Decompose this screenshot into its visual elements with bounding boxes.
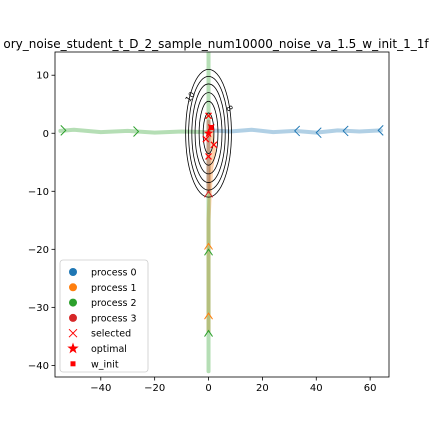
plot-area: 108	[58, 52, 384, 374]
contour-line-4	[188, 75, 229, 191]
series-trail-3	[58, 127, 211, 135]
selected-marker-0	[205, 112, 212, 120]
legend-marker-0	[69, 268, 77, 276]
legend-label-2: process 2	[91, 298, 137, 309]
contour-line-5	[185, 69, 232, 198]
contour-line-1	[198, 100, 219, 166]
legend-label-4: selected	[91, 329, 131, 340]
x-tick-label-4: 40	[310, 383, 323, 394]
optimal-marker	[203, 128, 214, 138]
legend-label-0: process 0	[91, 268, 137, 279]
legend: process 0 process 1 process 2 process 3 sele…	[59, 259, 149, 373]
arrow-marker-2-1	[204, 329, 213, 337]
arrow-marker-0-2	[342, 125, 349, 137]
series-trail-1	[206, 125, 216, 333]
arrow-marker-3-1	[60, 124, 67, 136]
axes: −40 −20 0 20 40 60 10 0 −10 −20 −30 −40	[28, 51, 390, 394]
y-tick-label-4: −30	[28, 303, 49, 314]
selected-marker-4	[205, 153, 212, 160]
contour-line-0	[202, 112, 215, 154]
arrow-marker-5-0	[204, 190, 213, 198]
contour-label-1: 8	[224, 104, 234, 113]
selected-marker-3	[210, 141, 218, 149]
x-tick-label-2: 0	[205, 383, 211, 394]
arrow-marker-0-1	[315, 127, 322, 139]
arrow-marker-0-0	[294, 125, 301, 137]
legend-label-5: optimal	[91, 344, 127, 355]
legend-box	[59, 259, 149, 373]
y-tick-label-2: −10	[28, 187, 49, 198]
legend-marker-2	[69, 298, 77, 307]
x-tick-label-5: 60	[364, 383, 377, 394]
contour-line-3	[191, 83, 226, 183]
arrow-marker-2-0	[204, 248, 213, 256]
w-init-marker	[208, 124, 214, 130]
selected-marker-2	[202, 135, 210, 143]
y-tick-label-5: −40	[28, 361, 49, 372]
legend-marker-4	[68, 328, 78, 338]
arrow-marker-1-1	[204, 312, 213, 320]
legend-label-1: process 1	[91, 283, 137, 294]
arrow-marker-0-3	[377, 124, 384, 136]
axes-frame	[54, 51, 390, 378]
legend-label-6: w_init	[91, 359, 119, 370]
legend-marker-3	[69, 313, 77, 322]
x-tick-label-0: −40	[90, 383, 111, 394]
legend-marker-5	[67, 342, 79, 354]
legend-marker-1	[69, 283, 77, 292]
arrow-marker-3-0	[133, 126, 140, 137]
y-tick-label-1: 0	[43, 129, 49, 140]
x-tick-label-1: −20	[144, 383, 165, 394]
y-tick-label-3: −20	[28, 245, 49, 256]
x-tick-label-3: 20	[256, 383, 269, 394]
legend-label-3: process 3	[91, 313, 137, 324]
arrow-marker-1-0	[204, 242, 213, 250]
chart-title: ory_noise_student_t_D_2_sample_num10000_…	[3, 37, 429, 51]
plot-inner: 108	[58, 52, 384, 374]
legend-marker-6	[70, 361, 76, 367]
contour-line-2	[194, 92, 223, 175]
y-tick-label-0: 10	[36, 71, 49, 82]
